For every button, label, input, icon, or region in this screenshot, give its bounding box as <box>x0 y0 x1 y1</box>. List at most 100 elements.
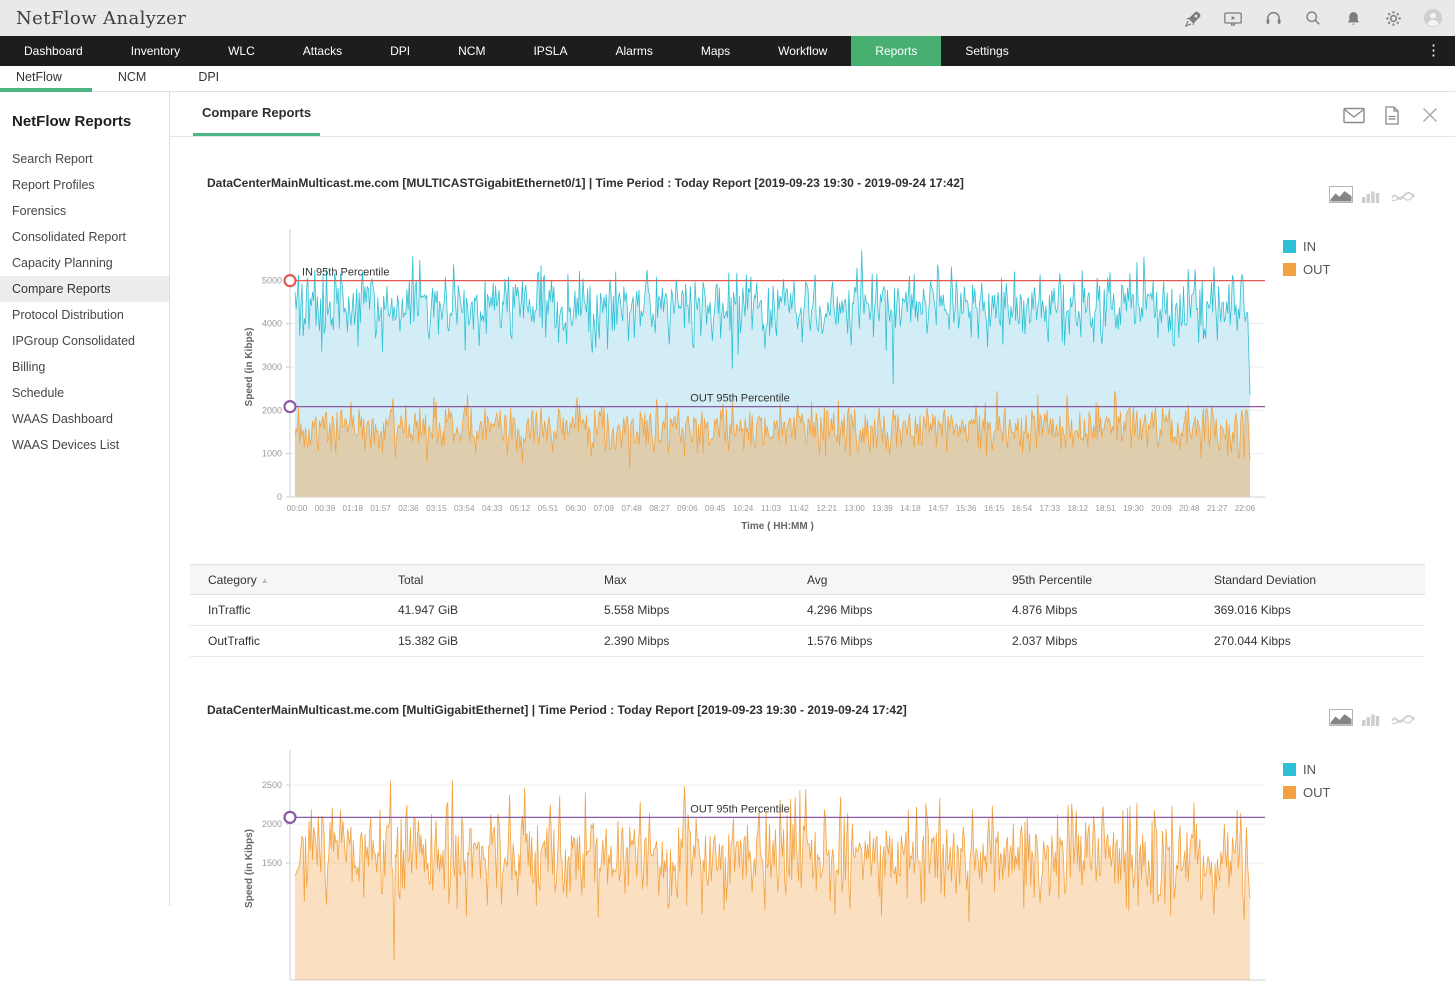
svg-text:03:15: 03:15 <box>426 504 447 513</box>
svg-text:07:09: 07:09 <box>593 504 614 513</box>
sidebar-item-capacity-planning[interactable]: Capacity Planning <box>12 256 113 270</box>
svg-text:1000: 1000 <box>262 449 282 459</box>
table-cell: 2.037 Mibps <box>1012 625 1214 657</box>
close-icon[interactable] <box>1419 105 1441 125</box>
user-avatar-icon[interactable] <box>1423 8 1443 28</box>
support-headset-icon[interactable] <box>1263 8 1283 28</box>
nav-tab-dpi[interactable]: DPI <box>390 44 411 58</box>
table-cell: OutTraffic <box>190 625 398 657</box>
nav-tab-maps[interactable]: Maps <box>700 44 731 58</box>
subnav-tab-dpi[interactable]: DPI <box>198 70 220 84</box>
bar-chart-icon[interactable] <box>1360 709 1384 726</box>
svg-text:Time ( HH:MM ): Time ( HH:MM ) <box>741 521 814 532</box>
panel-action-icons <box>1343 105 1441 125</box>
svg-text:20:48: 20:48 <box>1179 504 1200 513</box>
topbar-icons <box>1183 8 1455 28</box>
sidebar-item-ipgroup-consolidated[interactable]: IPGroup Consolidated <box>12 334 135 348</box>
svg-text:2000: 2000 <box>262 405 282 415</box>
demo-video-icon[interactable] <box>1223 8 1243 28</box>
sidebar-item-compare-reports[interactable]: Compare Reports <box>0 276 169 302</box>
nav-tab-inventory[interactable]: Inventory <box>130 44 181 58</box>
tab-compare-reports[interactable]: Compare Reports <box>193 92 321 136</box>
search-icon[interactable] <box>1303 8 1323 28</box>
legend-item-out[interactable]: OUT <box>1283 785 1330 800</box>
svg-text:04:33: 04:33 <box>482 504 503 513</box>
legend-item-in[interactable]: IN <box>1283 239 1330 254</box>
legend-swatch-in <box>1283 240 1296 253</box>
table-row-outtraffic: OutTraffic 15.382 GiB 2.390 Mibps 1.576 Mib… <box>190 625 1425 657</box>
report-1-title: DataCenterMainMulticast.me.com [MULTICAS… <box>207 176 964 190</box>
table-cell: 15.382 GiB <box>398 625 604 657</box>
sidebar-item-waas-devices-list[interactable]: WAAS Devices List <box>12 438 120 452</box>
svg-text:20:09: 20:09 <box>1151 504 1172 513</box>
legend-swatch-out <box>1283 263 1296 276</box>
table-cell: 270.044 Kibps <box>1214 625 1425 657</box>
report-1-area-chart: 0 1000 2000 3000 4000 5000 Speed (in Kibps) IN … <box>244 229 1265 532</box>
svg-text:Speed (in Kibps): Speed (in Kibps) <box>244 829 255 908</box>
email-envelope-icon[interactable] <box>1343 105 1365 125</box>
report-2-charttype-icons <box>1329 709 1415 726</box>
svg-text:16:15: 16:15 <box>984 504 1005 513</box>
settings-gear-icon[interactable] <box>1383 8 1403 28</box>
table-cell: 4.296 Mibps <box>807 594 1012 626</box>
legend-swatch-out <box>1283 786 1296 799</box>
bar-chart-icon[interactable] <box>1360 186 1384 203</box>
nav-tab-alarms[interactable]: Alarms <box>615 44 653 58</box>
svg-text:00:39: 00:39 <box>315 504 336 513</box>
notifications-bell-icon[interactable] <box>1343 8 1363 28</box>
sidebar-item-schedule[interactable]: Schedule <box>12 386 65 400</box>
table-header-category[interactable]: Category ▲ <box>190 564 398 595</box>
svg-text:5000: 5000 <box>262 275 282 285</box>
svg-text:2500: 2500 <box>262 780 282 790</box>
legend-item-out[interactable]: OUT <box>1283 262 1330 277</box>
sidebar-item-consolidated-report[interactable]: Consolidated Report <box>12 230 126 244</box>
svg-text:09:45: 09:45 <box>705 504 726 513</box>
nav-tab-settings[interactable]: Settings <box>965 44 1009 58</box>
sidebar-item-protocol-distribution[interactable]: Protocol Distribution <box>12 308 124 322</box>
nav-tab-ncm[interactable]: NCM <box>458 44 486 58</box>
sidebar-item-report-profiles[interactable]: Report Profiles <box>12 178 95 192</box>
sidebar-item-waas-dashboard[interactable]: WAAS Dashboard <box>12 412 113 426</box>
line-chart-icon[interactable] <box>1391 709 1415 726</box>
svg-text:22:06: 22:06 <box>1235 504 1256 513</box>
svg-text:13:39: 13:39 <box>872 504 893 513</box>
sidebar-heading: NetFlow Reports <box>12 113 132 130</box>
sidebar-item-billing[interactable]: Billing <box>12 360 46 374</box>
app-title: NetFlow Analyzer <box>16 7 187 29</box>
subnav-tab-ncm[interactable]: NCM <box>117 70 147 84</box>
nav-overflow-menu-icon[interactable]: ⋮ <box>1426 42 1441 59</box>
svg-text:01:57: 01:57 <box>370 504 391 513</box>
legend-item-in[interactable]: IN <box>1283 762 1330 777</box>
table-row-intraffic: InTraffic 41.947 GiB 5.558 Mibps 4.296 Mibp… <box>190 594 1425 626</box>
svg-text:Speed (in Kibps): Speed (in Kibps) <box>244 328 255 407</box>
pdf-export-icon[interactable] <box>1381 105 1403 125</box>
area-chart-icon[interactable] <box>1329 709 1353 726</box>
table-cell: 2.390 Mibps <box>604 625 807 657</box>
legend-label: IN <box>1303 239 1316 254</box>
main-panel: Compare Reports DataCenterMainMulticast.… <box>170 92 1455 981</box>
nav-tab-dashboard[interactable]: Dashboard <box>24 44 83 58</box>
table-cell: 5.558 Mibps <box>604 594 807 626</box>
nav-tab-workflow[interactable]: Workflow <box>778 44 828 58</box>
topbar: NetFlow Analyzer <box>0 0 1455 36</box>
area-chart-icon[interactable] <box>1329 186 1353 203</box>
svg-text:11:03: 11:03 <box>761 504 781 513</box>
nav-tab-wlc[interactable]: WLC <box>228 44 255 58</box>
sidebar-item-search-report[interactable]: Search Report <box>12 152 93 166</box>
line-chart-icon[interactable] <box>1391 186 1415 203</box>
nav-tab-reports[interactable]: Reports <box>851 36 942 66</box>
svg-text:05:12: 05:12 <box>510 504 531 513</box>
rocket-icon[interactable] <box>1183 8 1203 28</box>
subnav-tab-netflow[interactable]: NetFlow <box>0 66 92 92</box>
svg-text:OUT 95th Percentile: OUT 95th Percentile <box>690 393 789 405</box>
nav-tab-ipsla[interactable]: IPSLA <box>533 44 568 58</box>
svg-text:00:00: 00:00 <box>287 504 308 513</box>
svg-text:14:57: 14:57 <box>928 504 949 513</box>
sidebar-item-forensics[interactable]: Forensics <box>12 204 67 218</box>
svg-text:13:00: 13:00 <box>844 504 865 513</box>
svg-text:16:54: 16:54 <box>1012 504 1033 513</box>
module-subnav: NetFlow NCM DPI <box>0 66 1455 92</box>
table-header-standard-deviation: Standard Deviation <box>1214 564 1425 595</box>
svg-text:21:27: 21:27 <box>1207 504 1228 513</box>
nav-tab-attacks[interactable]: Attacks <box>302 44 343 58</box>
